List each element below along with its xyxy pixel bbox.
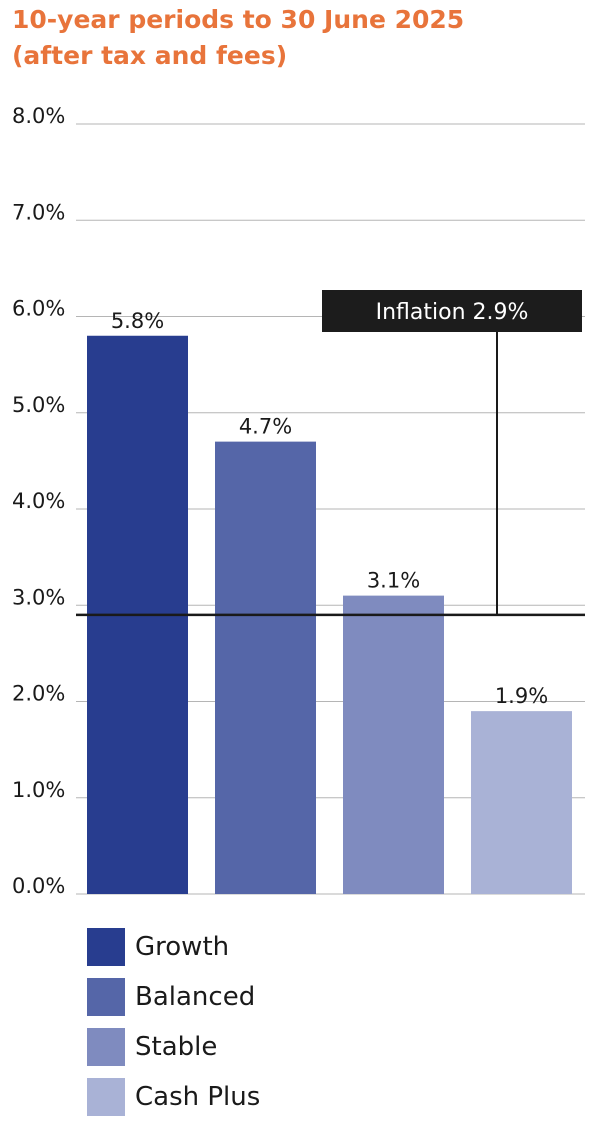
legend-item-cash-plus: Cash Plus	[87, 1077, 260, 1117]
legend-swatch-cash-plus	[87, 1078, 125, 1116]
chart-title-line-1: 10-year periods to 30 June 2025	[12, 5, 465, 34]
legend-swatch-stable	[87, 1028, 125, 1066]
y-tick-label: 0.0%	[12, 874, 65, 898]
legend-label-cash-plus: Cash Plus	[135, 1082, 261, 1112]
bar	[343, 595, 444, 894]
y-tick-label: 4.0%	[12, 489, 65, 513]
bar-value-label: 4.7%	[239, 415, 292, 439]
y-tick-label: 6.0%	[12, 297, 65, 321]
legend-label-balanced: Balanced	[135, 982, 256, 1012]
legend-item-stable: Stable	[87, 1027, 260, 1067]
bar-value-label: 5.8%	[111, 309, 164, 333]
y-tick-label: 7.0%	[12, 200, 65, 224]
legend-label-growth: Growth	[135, 932, 230, 962]
chart-title: 10-year periods to 30 June 2025 (after t…	[12, 2, 582, 74]
y-tick-label: 3.0%	[12, 585, 65, 609]
y-tick-label: 8.0%	[12, 104, 65, 128]
y-tick-label: 1.0%	[12, 778, 65, 802]
bar-value-label: 1.9%	[495, 684, 548, 708]
legend-label-stable: Stable	[135, 1032, 218, 1062]
legend-swatch-balanced	[87, 978, 125, 1016]
inflation-label-box	[322, 290, 582, 332]
y-tick-label: 5.0%	[12, 393, 65, 417]
bar	[471, 711, 572, 894]
bar-value-label: 3.1%	[367, 569, 420, 593]
legend-item-growth: Growth	[87, 927, 260, 967]
inflation-label: Inflation 2.9%	[376, 300, 529, 325]
y-tick-label: 2.0%	[12, 682, 65, 706]
legend-item-balanced: Balanced	[87, 977, 260, 1017]
chart-legend: Growth Balanced Stable Cash Plus	[87, 927, 260, 1127]
bar	[215, 441, 316, 894]
chart-title-line-2: (after tax and fees)	[12, 41, 288, 70]
legend-swatch-growth	[87, 928, 125, 966]
